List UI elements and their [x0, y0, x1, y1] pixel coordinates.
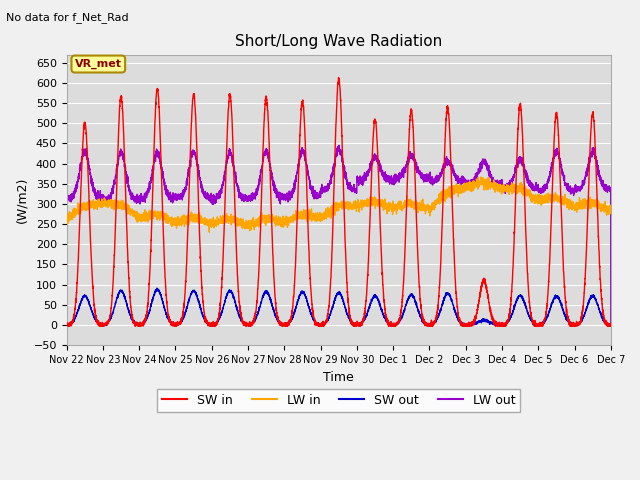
Legend: SW in, LW in, SW out, LW out: SW in, LW in, SW out, LW out	[157, 389, 520, 412]
Text: No data for f_Net_Rad: No data for f_Net_Rad	[6, 12, 129, 23]
Y-axis label: (W/m2): (W/m2)	[15, 177, 28, 223]
Title: Short/Long Wave Radiation: Short/Long Wave Radiation	[235, 34, 442, 49]
Text: VR_met: VR_met	[75, 59, 122, 69]
X-axis label: Time: Time	[323, 371, 354, 384]
